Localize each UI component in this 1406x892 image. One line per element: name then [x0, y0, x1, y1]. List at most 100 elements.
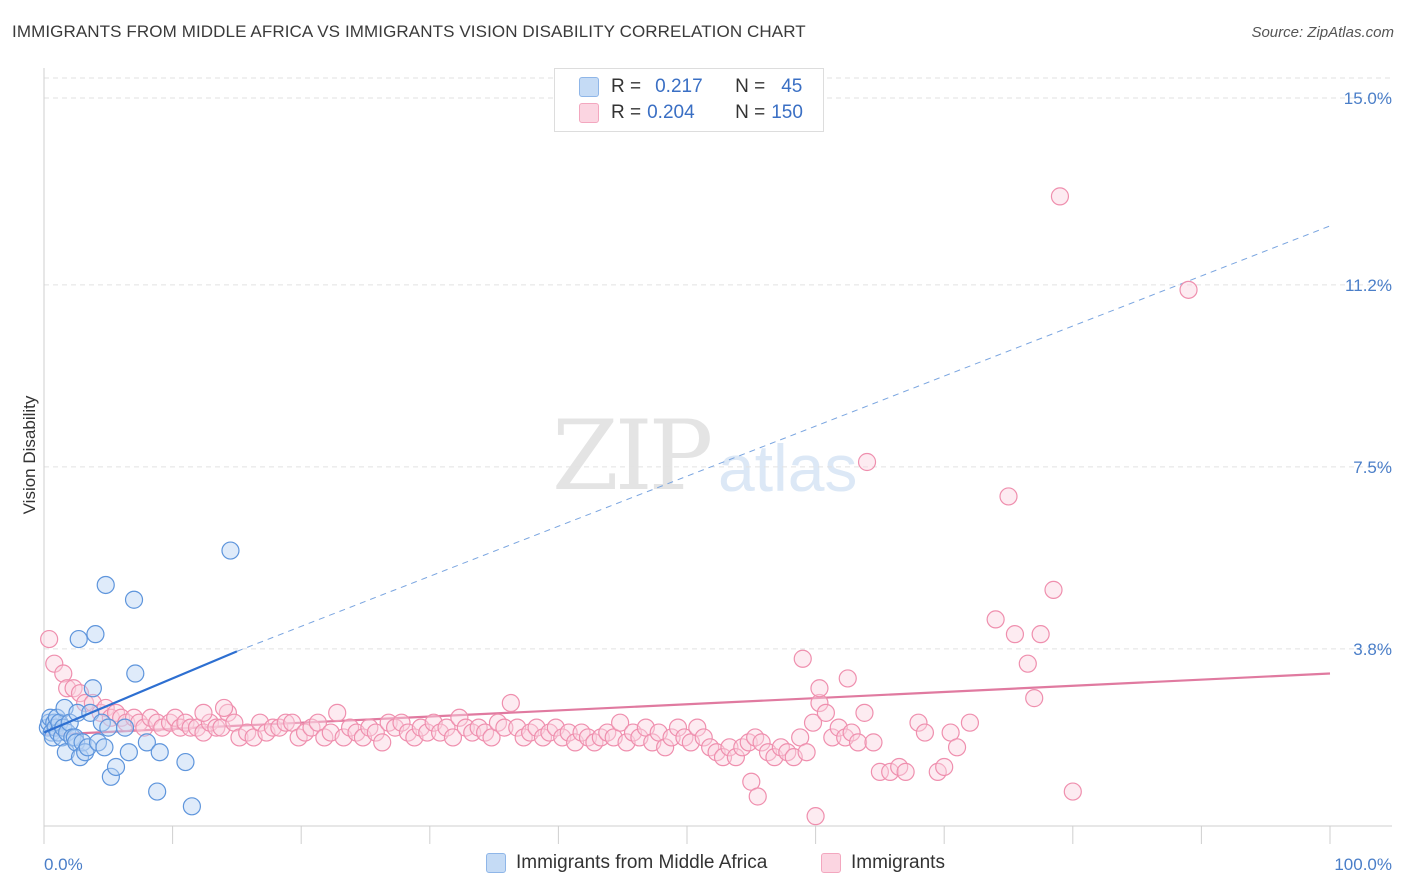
- data-point: [797, 743, 816, 762]
- data-point: [95, 738, 114, 757]
- data-point: [713, 748, 733, 767]
- series-legend-item-middle-africa: Immigrants from Middle Africa: [486, 852, 767, 874]
- series-immigrants: [40, 187, 1198, 826]
- data-point: [748, 787, 767, 806]
- data-point: [1050, 187, 1070, 206]
- data-point: [823, 728, 842, 747]
- data-point: [947, 738, 967, 757]
- watermark-atlas: atlas: [718, 431, 858, 505]
- data-point: [40, 629, 59, 649]
- legend-row-immigrants: R = 0.204 N = 150: [579, 101, 803, 125]
- data-point: [803, 713, 823, 732]
- data-point: [896, 762, 915, 781]
- data-point: [810, 693, 829, 713]
- data-point: [194, 703, 213, 722]
- y-tick-label: 3.8%: [1353, 640, 1392, 659]
- y-tick-label: 11.2%: [1345, 276, 1392, 295]
- data-point: [1063, 782, 1082, 801]
- tick-labels: 3.8% 7.5% 11.2% 15.0% 0.0% 100.0%: [44, 89, 1392, 874]
- series-legend-label: Immigrants from Middle Africa: [516, 852, 768, 873]
- series-swatch-pink: [821, 853, 841, 873]
- trend-lines: [43, 225, 1331, 737]
- series-legend-item-immigrants: Immigrants: [821, 852, 945, 874]
- correlation-legend: R = 0.217 N = 45 R = 0.204 N = 150: [554, 68, 824, 132]
- data-point: [126, 664, 145, 683]
- data-point: [662, 728, 681, 747]
- data-point: [214, 698, 234, 718]
- data-point: [909, 713, 928, 732]
- data-point: [688, 718, 707, 737]
- data-point: [870, 762, 890, 781]
- data-point: [855, 703, 874, 722]
- data-point: [793, 649, 812, 668]
- y-tick-label: 7.5%: [1353, 458, 1392, 477]
- data-point: [720, 738, 739, 757]
- data-point: [915, 723, 935, 742]
- data-point: [366, 723, 385, 742]
- legend-r-label: R =: [611, 102, 642, 123]
- data-point: [842, 723, 861, 742]
- data-point: [76, 743, 95, 762]
- data-point: [392, 713, 411, 732]
- trend-line-blue-extrapolated: [236, 225, 1331, 652]
- trend-line-blue: [43, 650, 238, 734]
- axes: [43, 68, 1392, 844]
- data-point: [1018, 654, 1037, 673]
- data-point: [182, 797, 201, 816]
- data-point: [611, 713, 630, 732]
- data-point: [45, 654, 64, 673]
- data-point: [70, 748, 90, 767]
- legend-r-value: 0.204: [647, 102, 695, 123]
- data-point: [1044, 580, 1063, 599]
- legend-swatch-pink: [579, 103, 599, 123]
- series-middle-africa: [38, 541, 240, 816]
- watermark-zip: ZIP: [552, 400, 713, 512]
- legend-r-value: 0.217: [655, 76, 703, 97]
- data-point: [52, 728, 72, 747]
- data-point: [559, 723, 578, 742]
- data-point: [668, 718, 688, 737]
- data-point: [1179, 280, 1198, 299]
- data-point: [806, 807, 825, 826]
- grid-lines: [44, 77, 1392, 650]
- data-point: [160, 713, 180, 732]
- data-point: [418, 723, 437, 742]
- data-point: [437, 718, 456, 737]
- data-point: [1031, 625, 1050, 644]
- data-point: [176, 713, 195, 732]
- chart-title: IMMIGRANTS FROM MIDDLE AFRICA VS IMMIGRA…: [12, 22, 806, 41]
- data-point: [207, 718, 226, 737]
- y-axis-label: Vision Disability: [20, 395, 39, 514]
- data-point: [1025, 689, 1044, 708]
- data-point: [69, 629, 88, 649]
- data-point: [960, 713, 980, 732]
- series-legend-label: Immigrants: [851, 852, 945, 873]
- data-point: [124, 590, 144, 609]
- data-point: [166, 708, 185, 727]
- data-point: [373, 733, 392, 752]
- data-point: [67, 733, 86, 752]
- data-point: [221, 541, 240, 560]
- data-point: [726, 748, 745, 767]
- data-point: [328, 703, 347, 722]
- data-point: [176, 752, 195, 772]
- data-point: [101, 767, 120, 786]
- data-point: [54, 664, 73, 683]
- data-point: [137, 733, 156, 752]
- data-point: [112, 708, 131, 727]
- x-tick-label: 0.0%: [44, 855, 83, 874]
- data-point: [656, 738, 675, 757]
- data-point: [999, 487, 1018, 506]
- data-point: [83, 679, 102, 698]
- data-point: [881, 762, 900, 781]
- data-point: [148, 713, 167, 732]
- legend-row-middle-africa: R = 0.217 N = 45: [579, 75, 802, 99]
- y-tick-label: 15.0%: [1344, 89, 1392, 108]
- data-point: [443, 728, 463, 747]
- data-point: [99, 718, 118, 737]
- data-point: [752, 733, 771, 752]
- data-point: [276, 713, 295, 732]
- data-point: [810, 679, 829, 698]
- legend-n-value: 45: [781, 76, 803, 97]
